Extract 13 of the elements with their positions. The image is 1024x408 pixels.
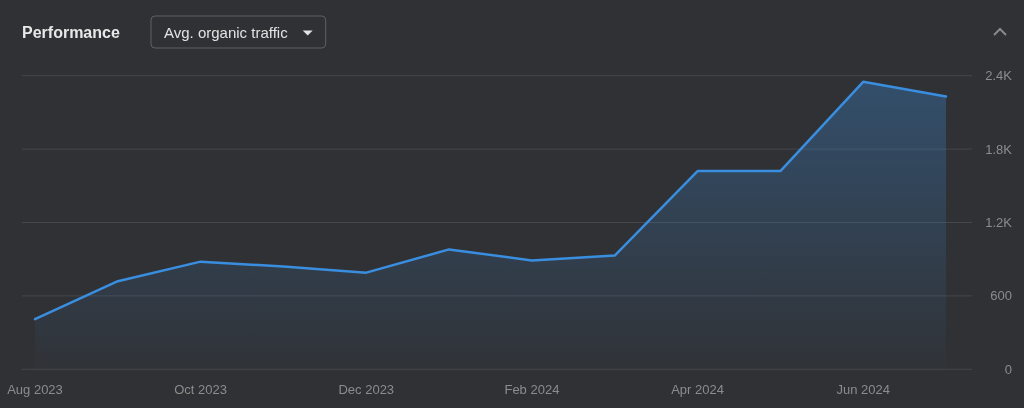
y-tick-label: 600 (990, 288, 1012, 304)
x-tick-label: Aug 2023 (7, 381, 63, 397)
y-tick-label: 1.8K (985, 141, 1013, 157)
x-tick-label: Oct 2023 (174, 381, 228, 397)
y-tick-label: 2.4K (985, 68, 1013, 84)
y-tick-label: 0 (1004, 361, 1012, 377)
x-tick-label: Apr 2024 (671, 381, 724, 397)
y-tick-label: 1.2K (985, 215, 1013, 230)
x-tick-label: Feb 2024 (504, 381, 560, 397)
chart-subtitle: Avg. organic traffic (164, 23, 289, 41)
x-tick-label: Jun 2024 (836, 381, 890, 397)
x-tick-label: Dec 2023 (338, 381, 395, 397)
chart-title: Performance (22, 23, 120, 41)
